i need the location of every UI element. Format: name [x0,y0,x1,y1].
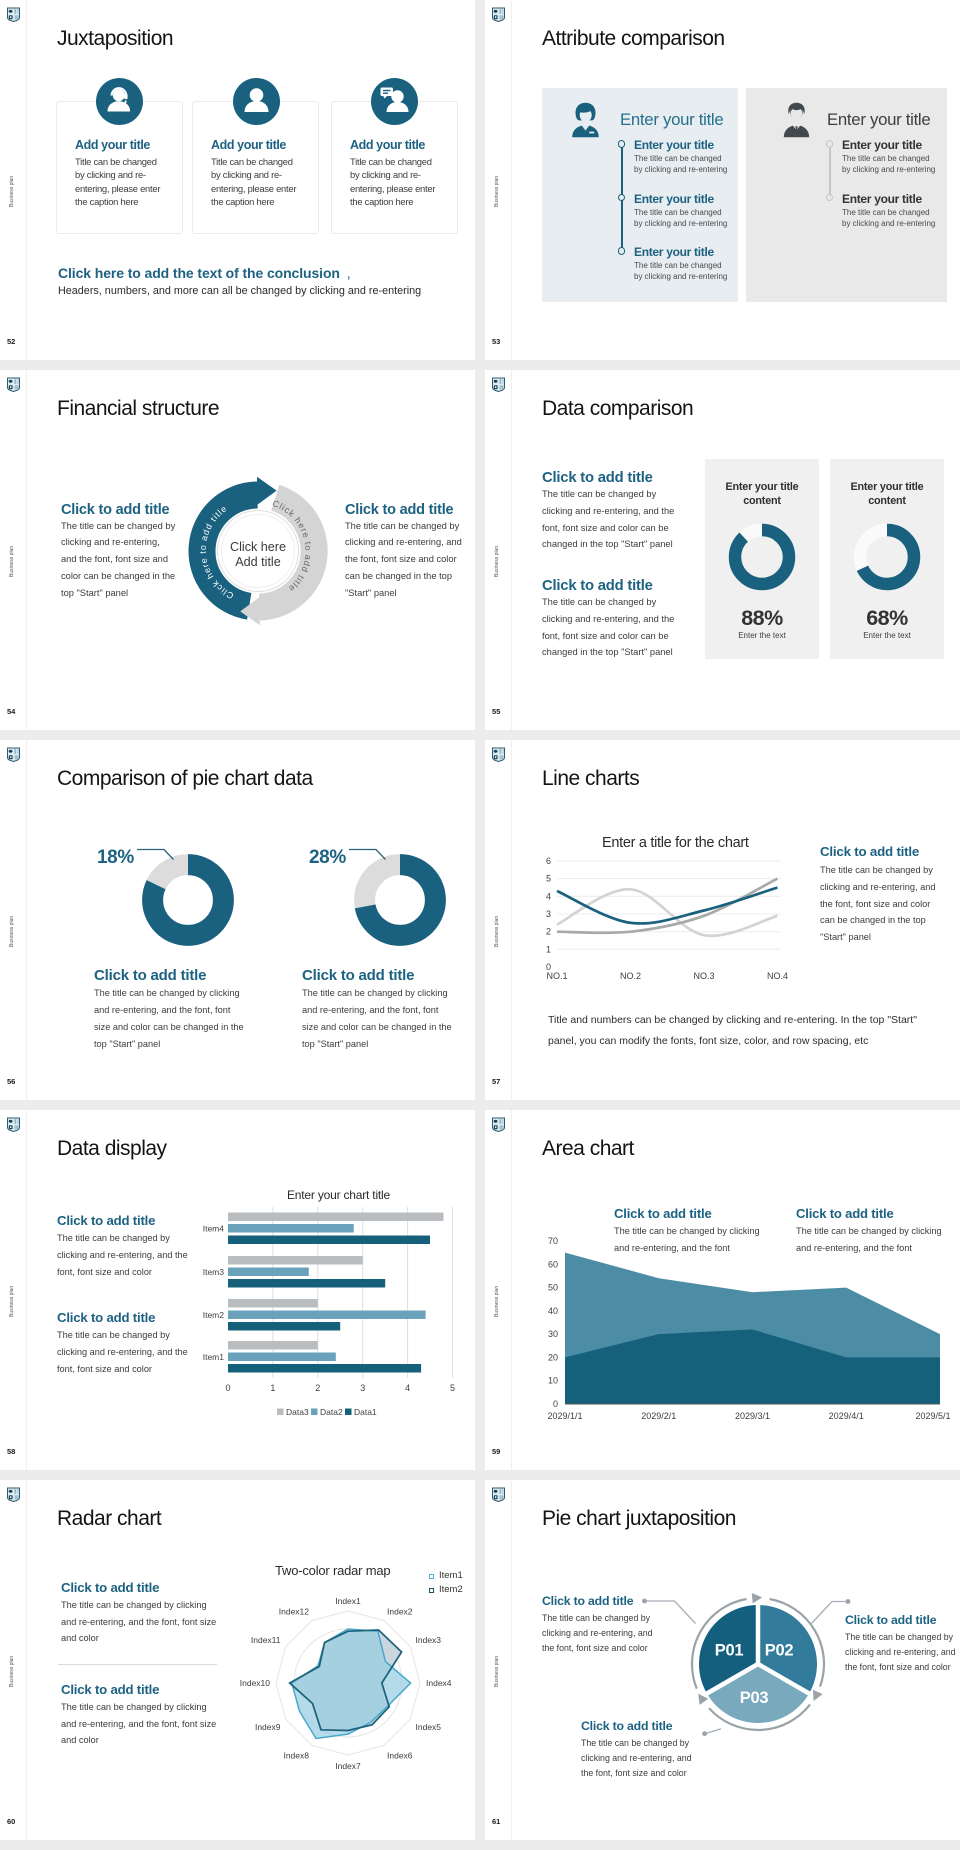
svg-text:2: 2 [546,927,551,937]
svg-text:Item2: Item2 [203,1310,225,1320]
svg-text:5: 5 [546,874,551,884]
svg-text:P03: P03 [740,1689,769,1707]
svg-text:2029/1/1: 2029/1/1 [547,1411,582,1421]
svg-text:Item1: Item1 [203,1352,225,1362]
svg-text:3: 3 [360,1383,365,1393]
svg-text:2029/5/1: 2029/5/1 [915,1411,950,1421]
svg-text:2: 2 [315,1383,320,1393]
svg-text:Index8: Index8 [283,1751,309,1761]
svg-text:NO.3: NO.3 [693,971,714,981]
svg-text:P02: P02 [765,1642,794,1660]
svg-text:NO.4: NO.4 [767,971,788,981]
svg-text:40: 40 [548,1306,558,1316]
svg-text:Item4: Item4 [203,1224,225,1234]
svg-text:Index9: Index9 [255,1722,281,1732]
svg-text:70: 70 [548,1236,558,1246]
svg-text:Index11: Index11 [251,1635,281,1645]
svg-text:Index12: Index12 [279,1607,310,1617]
svg-text:Click here: Click here [230,540,286,554]
svg-text:Index6: Index6 [387,1751,413,1761]
svg-text:Data2: Data2 [320,1407,343,1417]
svg-text:Index5: Index5 [416,1722,442,1732]
svg-text:50: 50 [548,1283,558,1293]
svg-text:6: 6 [546,856,551,866]
svg-text:30: 30 [548,1329,558,1339]
svg-text:Index4: Index4 [426,1678,452,1688]
svg-text:5: 5 [450,1383,455,1393]
svg-text:2029/3/1: 2029/3/1 [735,1411,770,1421]
svg-text:1: 1 [270,1383,275,1393]
svg-text:NO.1: NO.1 [546,971,567,981]
svg-text:Index1: Index1 [335,1596,361,1606]
svg-text:1: 1 [546,944,551,954]
svg-text:Index2: Index2 [387,1607,413,1617]
svg-text:20: 20 [548,1352,558,1362]
svg-text:Data1: Data1 [354,1407,377,1417]
svg-text:4: 4 [405,1383,410,1393]
svg-text:0: 0 [553,1399,558,1409]
svg-text:Data3: Data3 [286,1407,309,1417]
svg-text:Index10: Index10 [240,1678,271,1688]
svg-text:P01: P01 [715,1642,744,1660]
svg-text:NO.2: NO.2 [620,971,641,981]
svg-text:Index7: Index7 [335,1761,361,1771]
svg-text:10: 10 [548,1376,558,1386]
svg-text:3: 3 [546,909,551,919]
svg-text:Add title: Add title [235,555,281,569]
svg-text:60: 60 [548,1259,558,1269]
svg-text:2029/4/1: 2029/4/1 [829,1411,864,1421]
svg-text:4: 4 [546,891,551,901]
svg-text:0: 0 [546,962,551,972]
svg-text:0: 0 [225,1383,230,1393]
svg-text:Index3: Index3 [416,1635,442,1645]
svg-text:Item3: Item3 [203,1267,225,1277]
svg-text:2029/2/1: 2029/2/1 [641,1411,676,1421]
